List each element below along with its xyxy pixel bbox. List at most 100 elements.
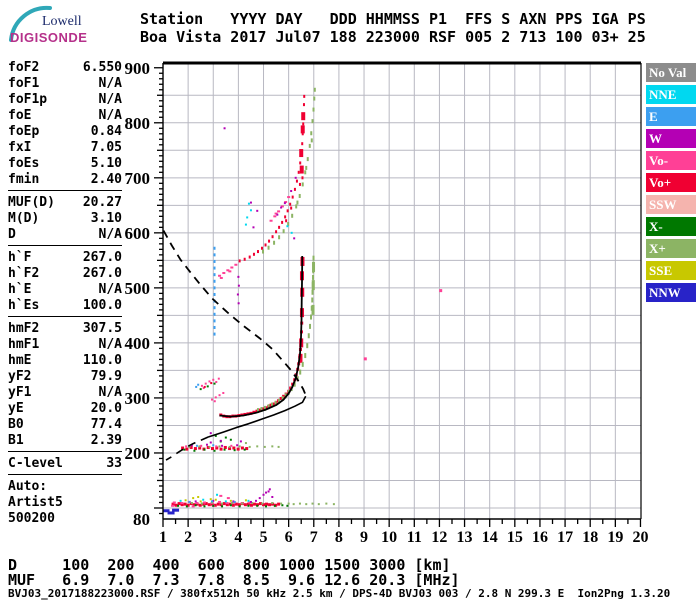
scatter-blue-dotted-column — [213, 312, 216, 316]
scatter-f2-x-trace — [271, 402, 274, 408]
param-label: h`Es — [8, 298, 40, 313]
scatter-blue-dotted-column — [213, 279, 216, 283]
scatter-es-band-red — [192, 503, 196, 507]
param-row: yF1 N/A — [8, 385, 122, 401]
scatter-f2-x-trace — [260, 406, 263, 412]
y-tick-label: 800 — [125, 114, 151, 133]
scatter-es2-band-cyan — [195, 444, 198, 447]
param-value: N/A — [98, 92, 122, 107]
param-row: h`F2 267.0 — [8, 266, 122, 282]
scatter-f2-x-trace — [299, 369, 302, 375]
scatter-es-band-pink — [180, 502, 184, 505]
scatter-mid-cluster-blue — [195, 385, 198, 388]
param-label: hmF1 — [8, 337, 40, 352]
scatter-es2-band-red — [189, 445, 193, 449]
param-value: 307.5 — [82, 321, 122, 336]
scatter-second-hop-pink — [218, 274, 222, 277]
header-column-titles: Station YYYY DAY DDD HHMMSS P1 FFS S AXN… — [140, 10, 646, 28]
scatter-es2-band-magenta — [221, 444, 224, 447]
scatter-f2-x-trace — [274, 400, 277, 406]
scatter-second-hop-x — [310, 131, 313, 136]
scatter-scatter-cyan — [249, 209, 252, 212]
param-row: B0 77.4 — [8, 417, 122, 433]
scatter-scatter-cyan — [247, 202, 250, 205]
scatter-es-band-magenta — [271, 495, 274, 498]
scatter-blue-dotted-column — [213, 306, 216, 310]
param-value: 267.0 — [82, 266, 122, 281]
param-row: foEp 0.84 — [8, 124, 122, 140]
param-label: foE — [8, 108, 32, 123]
scatter-second-hop-o — [261, 246, 264, 250]
scatter-f2-x-clumps — [312, 261, 316, 272]
scatter-second-hop-o — [248, 255, 251, 259]
legend-item-vo-: Vo- — [646, 151, 696, 170]
x-tick-label: 20 — [632, 529, 648, 546]
scatter-second-hop-x — [273, 240, 276, 245]
status-line: BVJ03_2017188223000.RSF / 380fx512h 50 k… — [8, 587, 671, 600]
scatter-blue-dotted-column — [213, 325, 216, 329]
legend-item-vo-: Vo+ — [646, 173, 696, 192]
scatter-es2-band-red — [236, 447, 240, 451]
scatter-blue-dotted-column — [213, 253, 216, 257]
scatter-f2-o-trace — [255, 409, 259, 413]
scatter-es-band-ltgreen — [261, 502, 264, 505]
scatter-blue-dotted-column — [213, 292, 216, 296]
panel-divider — [8, 474, 122, 479]
scatter-mid-cluster-pink — [222, 391, 225, 394]
scatter-es-band-ltgreen — [311, 502, 314, 505]
param-row: foF1p N/A — [8, 92, 122, 108]
param-label: hmF2 — [8, 321, 40, 336]
scatter-second-hop-o — [295, 179, 298, 183]
scatter-scatter-magenta — [223, 127, 226, 130]
scatter-second-hop-o — [298, 182, 301, 186]
scatter-f2-x-trace — [281, 395, 284, 401]
scatter-mid-cluster-blue — [197, 383, 200, 386]
scatter-second-hop-pink — [287, 196, 291, 199]
scatter-scatter-cyan — [286, 225, 289, 228]
distance-row: D 100 200 400 600 800 1000 1500 3000 [km… — [8, 556, 451, 574]
scatter-es2-band-red — [211, 447, 215, 451]
panel-divider — [8, 190, 122, 195]
y-tick-label: 200 — [125, 444, 151, 463]
direction-legend: No Val NNE E W Vo- Vo+ SSW X- X+ SSE NNW — [646, 63, 698, 305]
scatter-es-band-ltgreen — [292, 503, 295, 506]
scatter-es2-band-magenta — [219, 439, 222, 442]
panel-divider — [8, 245, 122, 250]
scatter-es-band-ltgreen — [317, 503, 320, 506]
scatter-second-hop-x — [304, 170, 307, 175]
scatter-es-band-red — [204, 502, 208, 506]
scatter-second-hop-x — [262, 249, 265, 254]
scatter-second-hop-o — [302, 122, 305, 126]
scatter-es-band-red — [207, 503, 211, 507]
scatter-es2-band-ltgreen — [263, 445, 266, 448]
y-tick-label: 900 — [125, 59, 151, 78]
param-row: C-level 33 — [8, 456, 122, 472]
param-row: 500200 — [8, 511, 122, 527]
scatter-second-hop-o — [290, 206, 293, 210]
x-tick-label: 11 — [407, 529, 422, 546]
scatter-es2-band-red — [240, 446, 244, 450]
scatter-es-band-dkgreen — [273, 504, 276, 507]
scatter-es-band-magenta — [268, 488, 271, 491]
scatter-scatter-magenta — [280, 206, 283, 209]
scatter-es-band-red — [265, 502, 269, 506]
scatter-second-hop-o — [275, 230, 278, 234]
scatter-second-hop-o — [303, 94, 306, 98]
scatter-second-hop-x — [312, 107, 315, 112]
scatter-es2-band-red — [193, 447, 197, 451]
scatter-second-hop-pink — [274, 212, 278, 215]
scatter-es-band-magenta — [262, 493, 265, 496]
scatter-second-hop-x — [282, 229, 285, 234]
scatter-es-band-magenta — [254, 499, 257, 502]
station-header: Station YYYY DAY DDD HHMMSS P1 FFS S AXN… — [140, 10, 646, 46]
scatter-mid-cluster-pink — [217, 377, 220, 380]
panel-divider — [8, 451, 122, 456]
scatter-es-band-ltgreen — [211, 501, 214, 504]
scatter-es-band-magenta — [212, 499, 215, 502]
scatter-es-band-red — [174, 503, 178, 507]
param-row: hmE 110.0 — [8, 353, 122, 369]
scatter-es-band-dkgreen — [177, 504, 180, 507]
scatter-blue-dotted-column — [213, 259, 216, 263]
scatter-scatter-magenta — [237, 275, 240, 278]
